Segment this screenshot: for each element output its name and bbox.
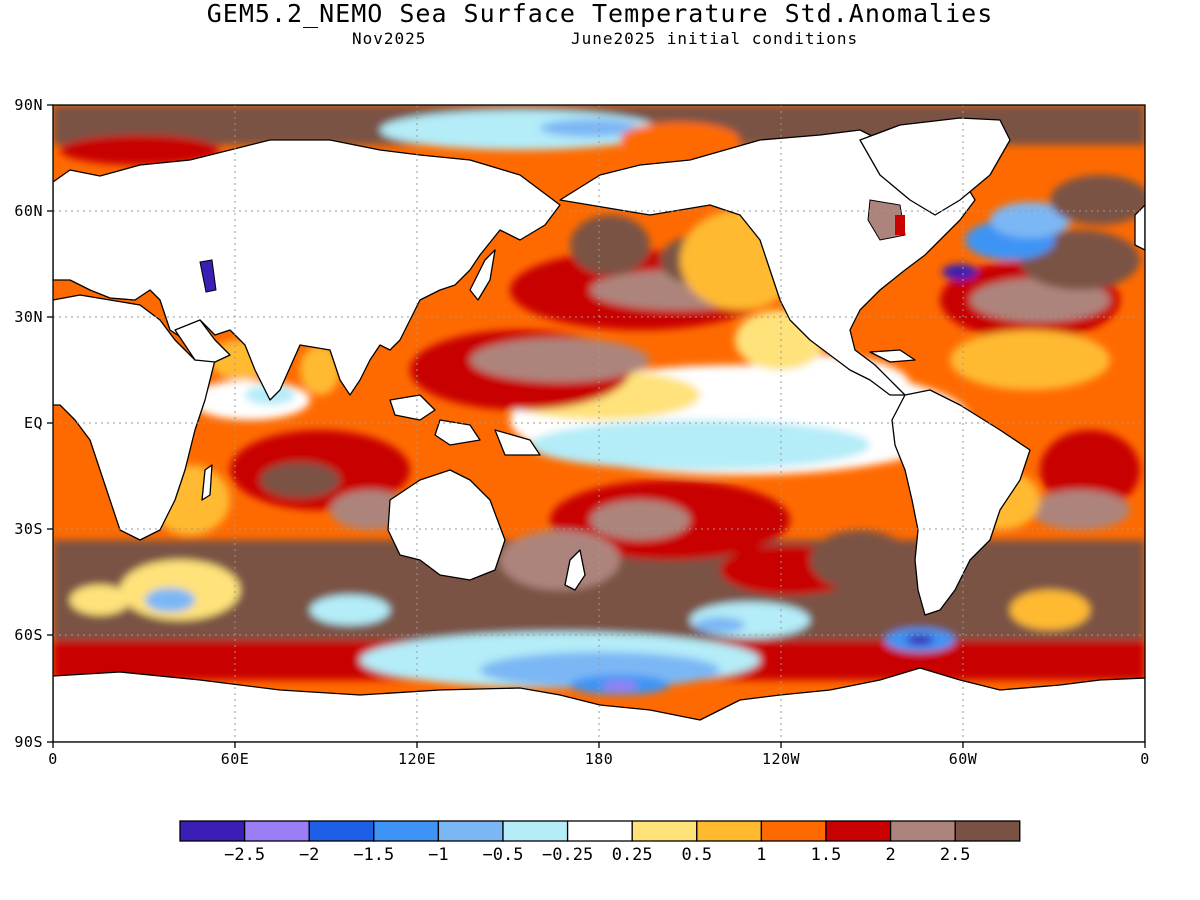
lat-label-90n: 90N — [14, 96, 43, 114]
initial-conditions: June2025 initial conditions — [571, 29, 859, 48]
colorbar-swatch — [825, 820, 892, 842]
lon-label-120w: 120W — [761, 750, 801, 768]
colorbar-swatch — [696, 820, 763, 842]
colorbar-label: −2.5 — [224, 845, 266, 865]
lon-label-120e: 120E — [397, 750, 437, 768]
colorbar-label: 0.25 — [611, 845, 653, 865]
colorbar — [179, 820, 1021, 842]
lon-label-60e: 60E — [220, 750, 250, 768]
colorbar-label: 2 — [885, 845, 896, 865]
colorbar-swatch — [308, 820, 375, 842]
colorbar-label: −1 — [428, 845, 449, 865]
colorbar-label: 1.5 — [810, 845, 842, 865]
forecast-month: Nov2025 — [352, 29, 427, 48]
colorbar-swatch — [243, 820, 310, 842]
lat-label-60s: 60S — [14, 626, 43, 644]
chart-title: GEM5.2_NEMO Sea Surface Temperature Std.… — [206, 0, 994, 28]
colorbar-swatch — [566, 820, 633, 842]
colorbar-swatch — [954, 820, 1021, 842]
colorbar-label: 2.5 — [939, 845, 971, 865]
lon-label-60w: 60W — [948, 750, 978, 768]
colorbar-label: 0.5 — [681, 845, 713, 865]
graticule — [53, 105, 1145, 742]
lat-label-30s: 30S — [14, 520, 43, 538]
lon-label-180: 180 — [584, 750, 614, 768]
colorbar-swatch — [760, 820, 827, 842]
lat-label-eq: EQ — [23, 414, 43, 432]
anomaly-field — [53, 105, 1145, 742]
lon-label-0: 0 — [48, 750, 58, 768]
colorbar-swatch — [179, 820, 246, 842]
colorbar-label: −2 — [298, 845, 320, 865]
colorbar-swatch — [373, 820, 440, 842]
colorbar-swatch — [437, 820, 504, 842]
colorbar-label: −1.5 — [353, 845, 395, 865]
colorbar-label: −0.5 — [482, 845, 524, 865]
lat-label-90s: 90S — [14, 733, 43, 751]
colorbar-swatch — [631, 820, 698, 842]
lat-label-60n: 60N — [14, 202, 43, 220]
colorbar-label: −0.25 — [542, 845, 594, 865]
colorbar-label: 1 — [756, 845, 767, 865]
colorbar-swatch — [502, 820, 569, 842]
lat-label-30n: 30N — [14, 308, 43, 326]
axis-ticks — [47, 104, 1146, 748]
colorbar-swatch — [889, 820, 956, 842]
lon-label-0-east: 0 — [1140, 750, 1150, 768]
